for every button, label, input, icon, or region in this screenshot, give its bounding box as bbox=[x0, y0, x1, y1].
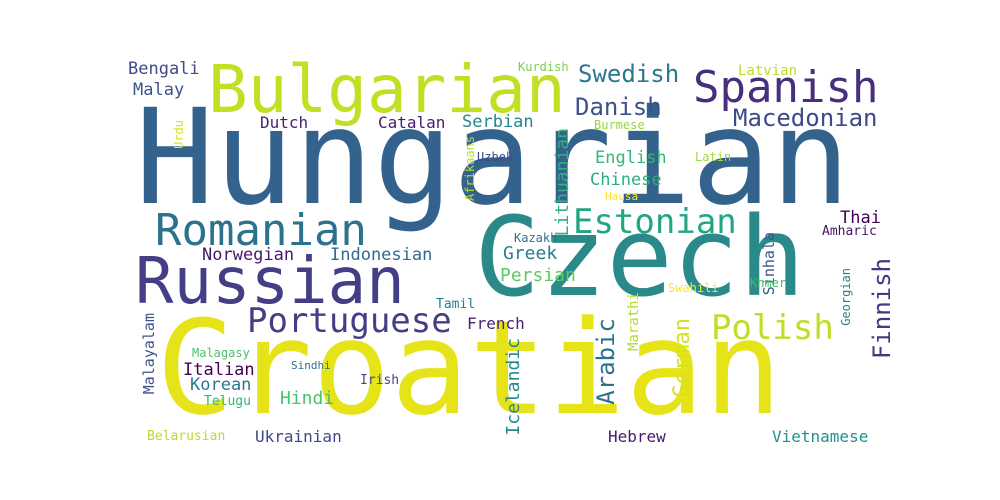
word-persian: Persian bbox=[500, 265, 576, 286]
word-korean: Korean bbox=[190, 375, 252, 395]
word-portuguese: Portuguese bbox=[247, 301, 452, 341]
word-czech: Czech bbox=[474, 193, 806, 321]
word-malagasy: Malagasy bbox=[192, 346, 250, 360]
word-belarusian: Belarusian bbox=[147, 429, 226, 444]
word-arabic: Arabic bbox=[592, 318, 620, 405]
word-uzbek: Uzbek bbox=[477, 150, 514, 164]
word-irish: Irish bbox=[360, 373, 400, 388]
word-bengali: Bengali bbox=[128, 59, 200, 79]
word-macedonian: Macedonian bbox=[733, 104, 878, 132]
word-german: German bbox=[670, 318, 695, 398]
word-romanian: Romanian bbox=[155, 205, 367, 256]
word-spanish: Spanish bbox=[693, 62, 879, 113]
word-vietnamese: Vietnamese bbox=[772, 427, 869, 446]
word-urdu: Urdu bbox=[172, 120, 186, 149]
word-estonian: Estonian bbox=[573, 202, 737, 242]
word-telugu: Telugu bbox=[204, 394, 251, 409]
word-icelandic: Icelandic bbox=[503, 338, 524, 436]
word-amharic: Amharic bbox=[822, 224, 877, 239]
word-russian: Russian bbox=[135, 245, 405, 319]
word-lithuanian: Lithuanian bbox=[552, 128, 573, 237]
word-finnish: Finnish bbox=[868, 258, 896, 360]
word-burmese: Burmese bbox=[594, 118, 645, 132]
word-kurdish: Kurdish bbox=[518, 60, 569, 74]
word-sindhi: Sindhi bbox=[291, 359, 331, 372]
word-greek: Greek bbox=[503, 243, 558, 264]
word-danish: Danish bbox=[575, 93, 662, 121]
word-afrikaans: Afrikaans bbox=[463, 136, 477, 202]
word-marathi: Marathi bbox=[626, 292, 642, 352]
word-swedish: Swedish bbox=[578, 60, 680, 88]
word-malayalam: Malayalam bbox=[140, 313, 158, 395]
word-french: French bbox=[467, 314, 525, 333]
word-indonesian: Indonesian bbox=[330, 245, 433, 265]
word-latvian: Latvian bbox=[738, 63, 798, 79]
word-khmer: Khmer bbox=[750, 276, 787, 290]
word-croatian: Croatian bbox=[156, 292, 783, 444]
word-hungarian: Hungarian bbox=[135, 81, 851, 235]
word-ukrainian: Ukrainian bbox=[255, 427, 342, 446]
word-chinese: Chinese bbox=[590, 170, 662, 190]
word-georgian: Georgian bbox=[839, 268, 853, 326]
word-bulgarian: Bulgarian bbox=[208, 51, 566, 128]
word-malay: Malay bbox=[133, 80, 185, 100]
word-polish: Polish bbox=[711, 308, 834, 348]
word-dutch: Dutch bbox=[260, 113, 309, 132]
word-thai: Thai bbox=[840, 208, 881, 228]
word-english: English bbox=[595, 148, 667, 168]
word-kazakh: Kazakh bbox=[514, 231, 558, 245]
word-italian: Italian bbox=[183, 360, 255, 380]
word-tamil: Tamil bbox=[436, 297, 476, 312]
word-serbian: Serbian bbox=[462, 112, 534, 132]
word-hindi: Hindi bbox=[280, 388, 335, 409]
word-latin: Latin bbox=[695, 150, 732, 164]
word-hausa: Hausa bbox=[605, 190, 639, 203]
word-swahili: Swahili bbox=[668, 281, 719, 295]
word-catalan: Catalan bbox=[378, 113, 446, 132]
word-hebrew: Hebrew bbox=[608, 427, 666, 446]
word-norwegian: Norwegian bbox=[202, 245, 295, 265]
